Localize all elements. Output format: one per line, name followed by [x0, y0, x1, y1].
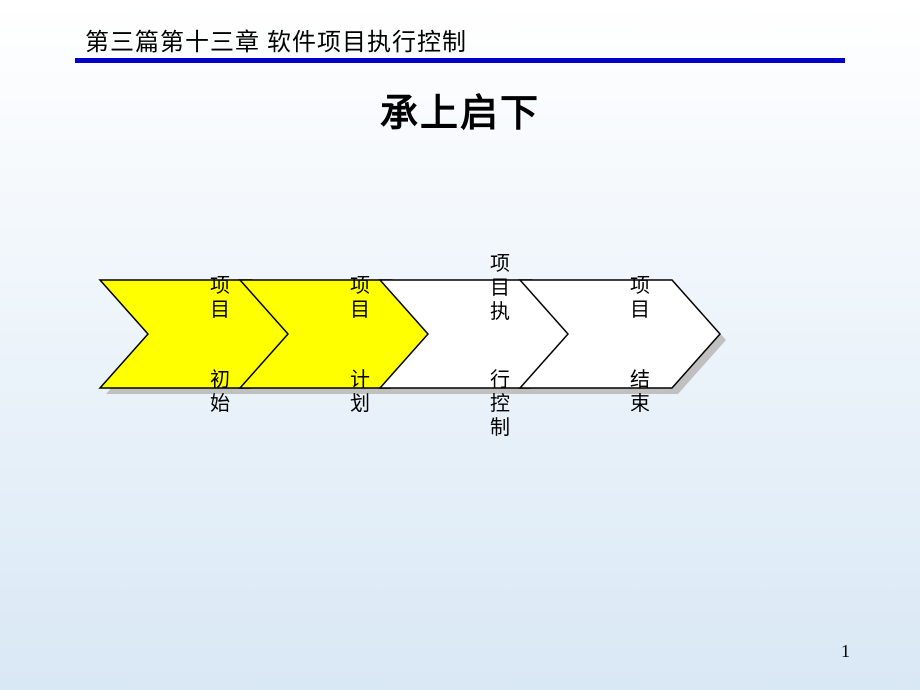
- chevron-label-bottom: 结 束: [630, 368, 650, 416]
- chevron-label-top: 项 目: [210, 274, 230, 322]
- header-underline: [75, 58, 845, 63]
- page-number: 1: [841, 641, 850, 662]
- process-chevron-flow: 项 目初 始项 目计 划项 目 执行 控 制项 目结 束: [100, 280, 860, 440]
- chevron-label-top: 项 目 执: [490, 252, 510, 324]
- slide-title: 承上启下: [0, 82, 920, 137]
- chevron-label-bottom: 行 控 制: [490, 368, 510, 440]
- chevron-label-bottom: 计 划: [350, 368, 370, 416]
- chevron-label-bottom: 初 始: [210, 368, 230, 416]
- chevron-label-top: 项 目: [350, 274, 370, 322]
- chapter-header: 第三篇第十三章 软件项目执行控制: [85, 22, 467, 57]
- chevron-label-top: 项 目: [630, 274, 650, 322]
